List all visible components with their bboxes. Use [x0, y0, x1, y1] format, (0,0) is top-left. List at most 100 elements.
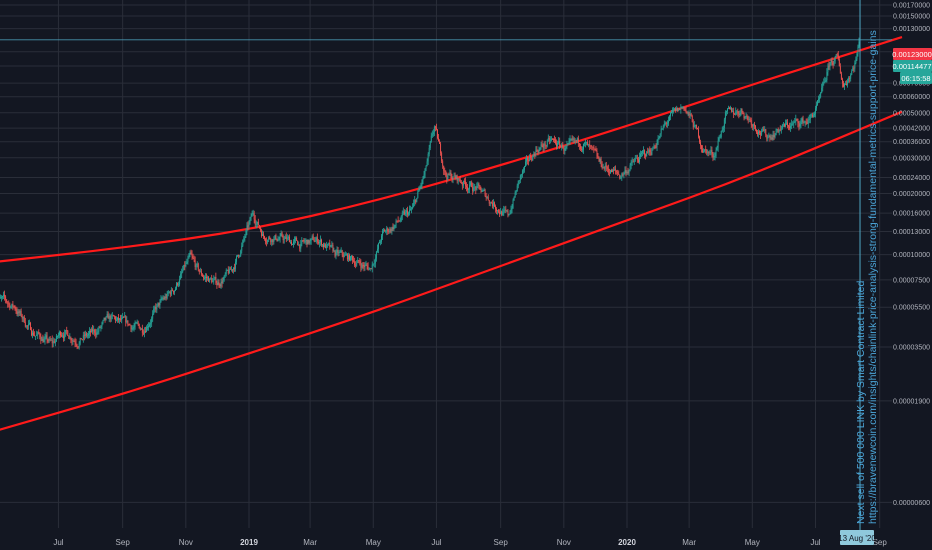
candle-body: [850, 74, 852, 79]
candle: [790, 122, 792, 132]
candle: [723, 117, 725, 132]
candle: [829, 61, 831, 71]
candle: [645, 153, 647, 160]
candle: [438, 133, 439, 142]
candle-body: [172, 290, 174, 293]
candle: [3, 291, 5, 300]
candle-body: [247, 225, 249, 227]
candle: [306, 239, 308, 248]
candle-body: [298, 244, 300, 246]
candle-body: [383, 230, 385, 232]
candle-body: [677, 107, 679, 112]
candle: [808, 114, 810, 124]
candle: [19, 309, 21, 317]
candle-body: [99, 327, 101, 329]
candle: [67, 330, 69, 337]
candle-body: [532, 155, 534, 161]
candle-body: [820, 93, 822, 97]
candle-body: [630, 161, 632, 166]
candle-body: [556, 143, 558, 147]
candle: [577, 135, 579, 147]
candle-body: [148, 326, 149, 328]
candle: [317, 239, 319, 245]
candle: [357, 256, 359, 264]
candle-body: [809, 115, 811, 119]
candle: [580, 146, 582, 153]
candle: [748, 116, 750, 123]
candle: [852, 65, 854, 72]
candle-body: [837, 54, 839, 60]
candle: [493, 201, 495, 208]
candle: [209, 278, 211, 283]
candle: [337, 246, 339, 257]
candle: [615, 165, 617, 175]
candle: [484, 188, 486, 197]
candle-body: [226, 269, 228, 271]
candle: [451, 173, 453, 183]
candle: [318, 240, 320, 248]
candle-body: [528, 160, 530, 162]
candle: [192, 253, 194, 260]
candle: [707, 149, 709, 157]
x-tick-label: 2020: [618, 538, 636, 547]
candle: [191, 250, 193, 260]
candle-body: [458, 178, 460, 180]
candle-body: [267, 240, 269, 243]
candle: [573, 137, 575, 144]
candle: [393, 224, 395, 232]
candle-body: [16, 311, 18, 315]
candle-body: [219, 284, 221, 287]
candle-body: [180, 274, 182, 280]
candle: [666, 120, 668, 128]
candle: [52, 337, 54, 348]
candle-body: [584, 143, 585, 144]
candle: [432, 129, 434, 137]
candle-body: [428, 147, 430, 154]
candle-body: [202, 276, 204, 278]
candle: [437, 129, 438, 140]
candle: [305, 238, 307, 245]
candle-body: [527, 158, 529, 161]
candle-body: [756, 129, 757, 133]
candle-body: [848, 78, 850, 82]
candle: [61, 332, 63, 338]
candle-body: [517, 180, 519, 186]
candle: [728, 105, 729, 110]
candle-body: [257, 221, 259, 226]
candle-body: [20, 310, 22, 316]
candle-body: [233, 267, 234, 270]
candle: [709, 149, 711, 155]
candle: [640, 150, 641, 160]
candle: [606, 165, 608, 173]
candle-body: [577, 138, 579, 144]
candle: [678, 108, 680, 112]
candle: [265, 237, 267, 245]
candle-body: [797, 118, 799, 124]
candle-body: [285, 236, 287, 240]
candle: [538, 146, 540, 155]
candle: [118, 313, 119, 323]
candle: [575, 139, 577, 144]
candle: [698, 126, 699, 139]
candle: [695, 124, 697, 130]
candle: [774, 133, 776, 139]
candle: [473, 183, 475, 193]
candle: [280, 230, 282, 237]
candle: [677, 107, 679, 112]
candle: [527, 156, 529, 165]
candle: [751, 123, 753, 130]
candle-body: [496, 208, 497, 212]
candle: [287, 235, 289, 241]
candle-body: [289, 242, 291, 243]
candle: [747, 115, 749, 124]
candle-body: [805, 121, 807, 123]
candle: [246, 222, 248, 236]
candle: [402, 207, 404, 216]
candle: [258, 224, 260, 230]
candle: [812, 112, 814, 118]
candle: [425, 165, 427, 172]
candle: [565, 145, 567, 151]
candle: [27, 320, 29, 330]
candle: [374, 254, 376, 268]
